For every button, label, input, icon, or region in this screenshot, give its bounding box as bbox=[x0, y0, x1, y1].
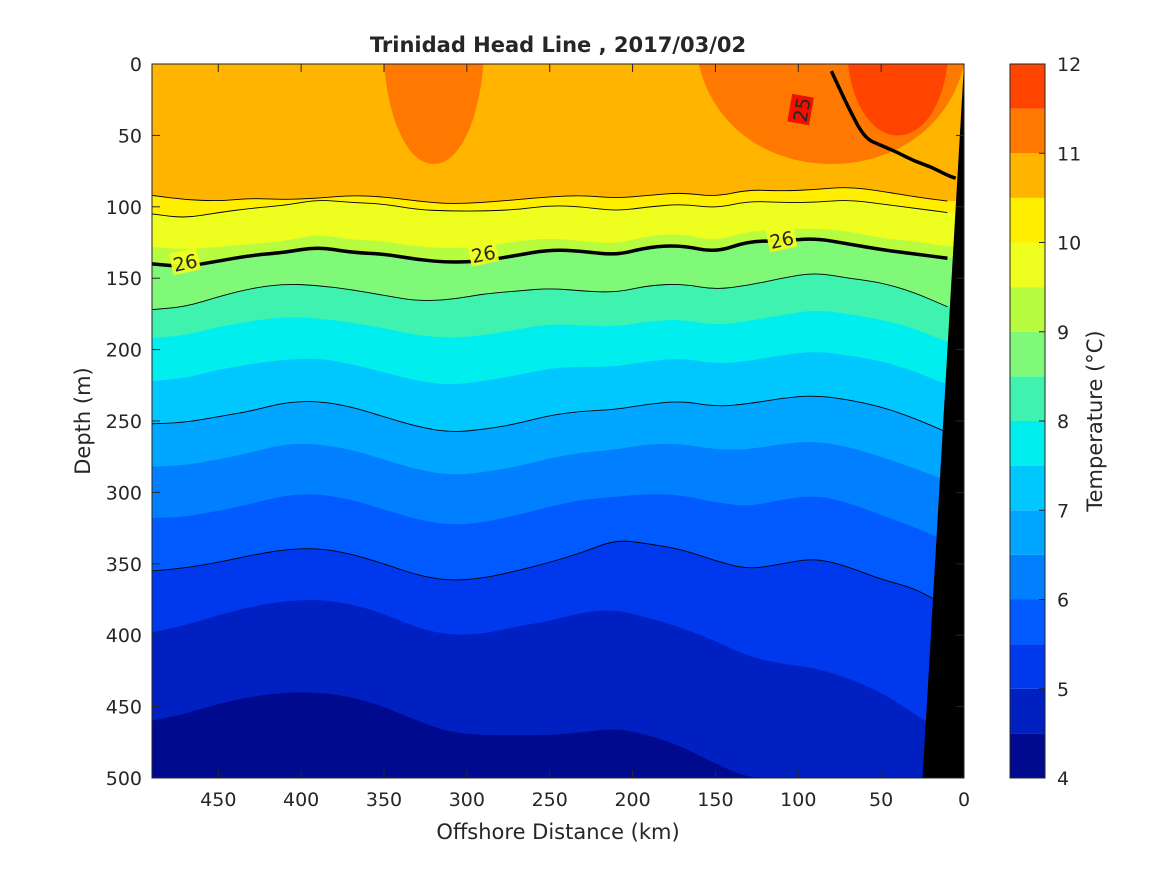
x-tick-label: 300 bbox=[449, 789, 485, 811]
colorbar-swatch bbox=[1010, 197, 1045, 243]
colorbar: 4 5 6 7 8 9 10 11 12 bbox=[1009, 54, 1081, 790]
x-tick-label: 100 bbox=[780, 789, 816, 811]
colorbar-tick-label: 6 bbox=[1057, 590, 1069, 612]
colorbar-swatch bbox=[1010, 421, 1045, 466]
x-tick-label: 450 bbox=[200, 789, 236, 811]
colorbar-swatch bbox=[1010, 644, 1045, 689]
colorbar-tick-label: 8 bbox=[1057, 411, 1069, 433]
colorbar-swatch bbox=[1010, 331, 1045, 377]
contour-label-26: 26 bbox=[168, 247, 201, 277]
colorbar-swatch bbox=[1010, 108, 1045, 154]
contour-line-10.5 bbox=[152, 187, 948, 204]
y-tick-label: 350 bbox=[106, 554, 142, 576]
contour-label-text: 26 bbox=[470, 242, 498, 269]
bathymetry bbox=[922, 64, 964, 778]
contour-label-bg bbox=[787, 93, 814, 126]
warm-patch-2 bbox=[384, 64, 484, 164]
colorbar-swatch bbox=[1010, 287, 1045, 332]
contour-label-25: 25 bbox=[787, 93, 816, 126]
colorbar-swatch bbox=[1010, 510, 1045, 555]
contour-label-26: 26 bbox=[467, 239, 500, 269]
contour-label-text: 25 bbox=[790, 96, 816, 124]
y-tick-label: 500 bbox=[106, 768, 142, 790]
colorbar-swatch bbox=[1010, 64, 1045, 109]
contour-line-10 bbox=[152, 200, 948, 218]
colorbar-swatch bbox=[1010, 153, 1045, 198]
plot-area: 26 26 26 25 bbox=[152, 64, 964, 778]
colorbar-tick-label: 10 bbox=[1057, 233, 1081, 255]
colorbar-tick-label: 12 bbox=[1057, 54, 1081, 76]
contour-label-26: 26 bbox=[765, 224, 798, 254]
colorbar-tick-label: 9 bbox=[1057, 322, 1069, 344]
axes: 450 400 350 300 250 200 150 100 50 00501001502002… bbox=[106, 54, 970, 811]
x-tick-label: 400 bbox=[283, 789, 319, 811]
contour-label-bg bbox=[467, 239, 500, 267]
colorbar-swatch bbox=[1010, 733, 1045, 778]
contour-label-text: 26 bbox=[768, 227, 796, 254]
y-tick-label: 300 bbox=[106, 482, 142, 504]
colorbar-swatch bbox=[1010, 554, 1045, 600]
colorbar-swatch bbox=[1010, 376, 1045, 421]
y-tick-label: 0 bbox=[130, 54, 142, 76]
colorbar-swatch bbox=[1010, 242, 1045, 288]
y-tick-label: 150 bbox=[106, 268, 142, 290]
y-tick-label: 450 bbox=[106, 697, 142, 719]
x-axis-label: Offshore Distance (km) bbox=[436, 820, 679, 844]
colorbar-swatch bbox=[1010, 599, 1045, 645]
contour-line-7 bbox=[152, 395, 948, 433]
y-tick-label: 400 bbox=[106, 625, 142, 647]
colorbar-label: Temperature (°C) bbox=[1083, 330, 1107, 512]
colorbar-swatch bbox=[1010, 688, 1045, 734]
x-tick-label: 200 bbox=[614, 789, 650, 811]
colorbar-tick-label: 7 bbox=[1057, 500, 1069, 522]
contour-label-bg bbox=[765, 224, 798, 253]
y-tick-label: 200 bbox=[106, 340, 142, 362]
y-tick-label: 100 bbox=[106, 197, 142, 219]
y-tick-label: 50 bbox=[118, 125, 142, 147]
colorbar-swatch bbox=[1010, 465, 1045, 511]
y-tick-label: 250 bbox=[106, 411, 142, 433]
x-tick-label: 250 bbox=[532, 789, 568, 811]
contour-26-bold bbox=[152, 237, 948, 268]
colorbar-tick-label: 5 bbox=[1057, 679, 1069, 701]
x-tick-label: 150 bbox=[697, 789, 733, 811]
x-tick-label: 350 bbox=[366, 789, 402, 811]
colorbar-tick-label: 4 bbox=[1057, 768, 1069, 790]
chart-title: Trinidad Head Line , 2017/03/02 bbox=[370, 33, 746, 57]
contour-line-8.5 bbox=[152, 273, 948, 311]
contour-label-bg bbox=[168, 247, 201, 276]
contour-line-5.5 bbox=[152, 540, 948, 608]
contour-25-bold bbox=[829, 70, 957, 180]
warm-patch-3 bbox=[848, 64, 948, 136]
contour-label-text: 26 bbox=[171, 250, 199, 277]
x-tick-label: 0 bbox=[958, 789, 970, 811]
x-tick-label: 50 bbox=[869, 789, 893, 811]
colorbar-tick-label: 11 bbox=[1057, 143, 1081, 165]
y-axis-label: Depth (m) bbox=[71, 367, 95, 474]
